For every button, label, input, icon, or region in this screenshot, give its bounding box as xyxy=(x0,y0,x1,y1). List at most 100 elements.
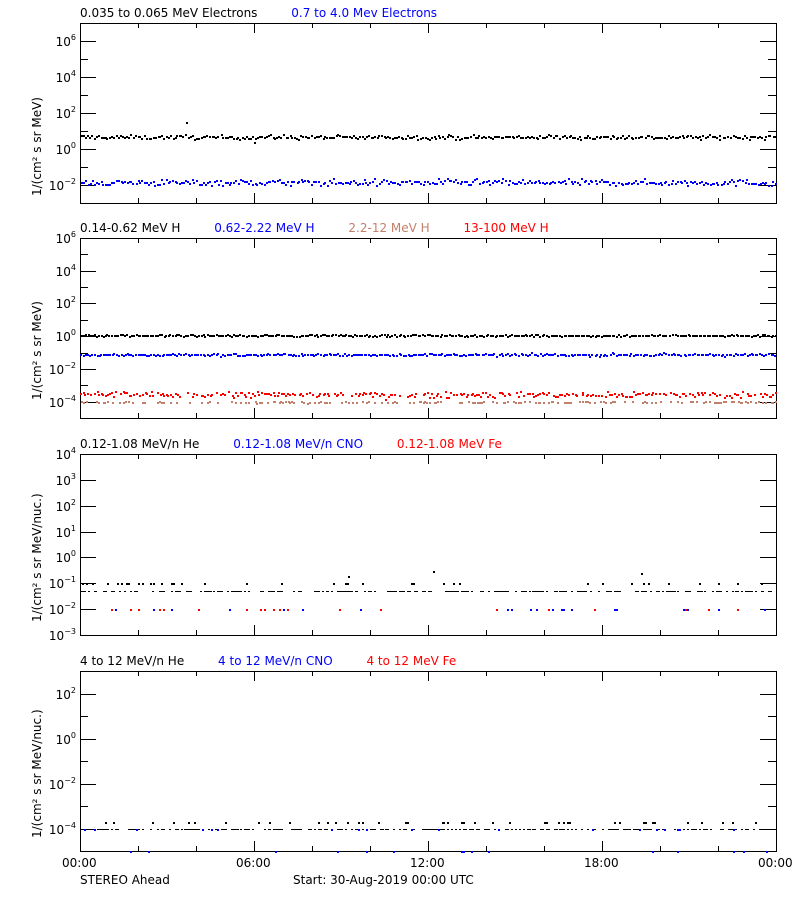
data-point xyxy=(747,355,749,357)
data-point xyxy=(153,354,155,356)
data-point xyxy=(356,591,358,592)
data-point xyxy=(374,402,376,404)
data-point xyxy=(643,829,645,830)
data-point xyxy=(761,137,763,139)
data-point xyxy=(298,591,300,592)
data-point xyxy=(480,396,482,398)
data-point xyxy=(202,395,204,397)
data-point xyxy=(723,401,725,403)
data-point xyxy=(111,609,113,611)
data-point xyxy=(319,393,321,395)
data-point xyxy=(370,355,372,357)
data-point xyxy=(635,180,637,182)
data-point xyxy=(210,591,212,592)
data-point xyxy=(311,184,313,186)
data-point xyxy=(470,335,472,337)
data-point xyxy=(722,354,724,356)
data-point xyxy=(651,394,653,396)
data-point xyxy=(248,138,250,140)
data-point xyxy=(244,181,246,183)
data-point xyxy=(703,402,705,404)
data-point xyxy=(740,335,742,337)
data-point xyxy=(685,395,687,397)
data-point xyxy=(544,822,546,824)
data-point xyxy=(698,354,700,356)
data-point xyxy=(748,395,750,397)
data-point xyxy=(359,183,361,185)
data-point xyxy=(444,335,446,337)
data-point xyxy=(716,182,718,184)
data-point xyxy=(520,182,522,184)
data-point xyxy=(227,182,229,184)
data-point xyxy=(735,136,737,138)
data-point xyxy=(161,402,163,404)
data-point xyxy=(413,402,415,404)
data-point xyxy=(433,397,435,399)
data-point xyxy=(111,182,113,184)
data-point xyxy=(756,354,758,356)
data-point xyxy=(672,591,674,592)
data-point xyxy=(246,336,248,338)
data-point xyxy=(687,135,689,137)
data-point xyxy=(733,851,735,853)
data-point xyxy=(411,355,413,357)
data-point xyxy=(460,183,462,185)
data-point xyxy=(142,402,144,404)
data-point xyxy=(241,392,243,394)
data-point xyxy=(662,591,664,592)
data-point xyxy=(239,355,241,357)
data-point xyxy=(430,829,432,830)
data-point xyxy=(751,591,753,592)
data-point xyxy=(655,183,657,185)
data-point xyxy=(320,135,322,137)
data-point xyxy=(222,393,224,395)
data-point xyxy=(193,393,195,395)
data-point xyxy=(130,395,132,397)
data-point xyxy=(755,183,757,185)
data-point xyxy=(556,591,558,592)
data-point xyxy=(179,183,181,185)
data-point xyxy=(219,591,221,592)
data-point xyxy=(277,180,279,182)
data-point xyxy=(499,335,501,337)
data-point xyxy=(401,591,403,592)
data-point xyxy=(146,138,148,140)
data-point xyxy=(128,401,130,403)
data-point xyxy=(355,182,357,184)
data-point xyxy=(682,135,684,137)
data-point xyxy=(605,181,607,183)
data-point xyxy=(261,402,263,404)
data-point xyxy=(150,829,152,830)
data-point xyxy=(83,355,85,357)
data-point xyxy=(155,335,157,337)
data-point xyxy=(461,335,463,337)
data-point xyxy=(285,401,287,403)
data-point xyxy=(159,609,161,611)
data-point xyxy=(213,136,215,138)
data-point xyxy=(546,591,548,592)
data-point xyxy=(281,591,283,592)
data-point xyxy=(492,396,494,398)
legend: 4 to 12 MeV/n He 4 to 12 MeV/n CNO 4 to … xyxy=(80,654,486,668)
data-point xyxy=(546,182,548,184)
data-point xyxy=(150,138,152,140)
data-point xyxy=(754,394,756,396)
data-point xyxy=(362,829,364,830)
data-point xyxy=(186,829,188,830)
data-point xyxy=(464,181,466,183)
data-point xyxy=(496,136,498,138)
data-point xyxy=(209,355,211,357)
data-point xyxy=(720,829,722,830)
data-point xyxy=(775,392,777,394)
data-point xyxy=(387,334,389,336)
data-point xyxy=(80,393,82,395)
data-point xyxy=(229,335,231,337)
data-point xyxy=(329,402,331,404)
data-point xyxy=(255,335,257,337)
data-point xyxy=(768,591,770,592)
legend-item: 4 to 12 MeV Fe xyxy=(366,654,457,668)
data-point xyxy=(735,591,737,592)
data-point xyxy=(761,583,763,585)
data-point xyxy=(759,336,761,338)
data-point xyxy=(104,402,106,404)
